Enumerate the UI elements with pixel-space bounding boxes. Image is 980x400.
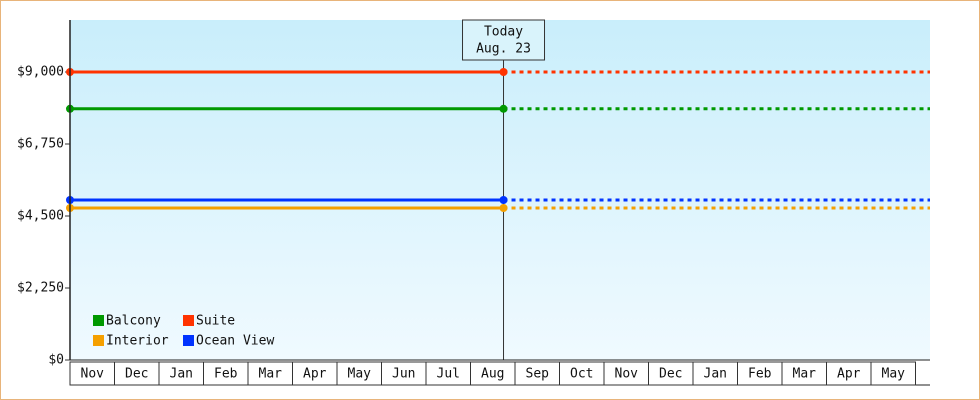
point — [499, 196, 508, 204]
x-tick-label: Jan — [170, 367, 193, 382]
x-tick-label: Apr — [303, 367, 327, 382]
x-tick-label: Dec — [659, 367, 682, 382]
x-tick-label: Jan — [704, 367, 727, 382]
x-tick-label: May — [348, 367, 372, 382]
x-tick-label: Jun — [392, 367, 415, 382]
point — [499, 204, 508, 212]
x-tick-label: Apr — [837, 367, 861, 382]
y-tick-label: $2,250 — [17, 281, 64, 296]
x-tick-label: Nov — [615, 367, 639, 382]
y-tick-label: $4,500 — [17, 209, 64, 224]
x-tick-label: Mar — [259, 367, 283, 382]
x-tick-label: May — [882, 367, 906, 382]
legend-swatch — [93, 335, 104, 346]
legend-swatch — [183, 335, 194, 346]
legend-swatch — [183, 315, 194, 326]
legend-label: Ocean View — [196, 334, 274, 349]
y-tick-label: $0 — [48, 353, 64, 368]
legend-label: Interior — [106, 334, 169, 349]
legend-label: Suite — [196, 314, 235, 329]
x-tick-label: Mar — [793, 367, 817, 382]
annotation: Today — [484, 25, 523, 40]
month-box — [870, 361, 916, 386]
legend-label: Balcony — [106, 314, 161, 329]
plot-area — [70, 20, 930, 360]
x-tick-label: Dec — [125, 367, 148, 382]
x-tick-label: Sep — [526, 367, 550, 382]
x-tick-label: Feb — [748, 367, 772, 382]
x-tick-label: Nov — [81, 367, 105, 382]
x-tick-label: Feb — [214, 367, 238, 382]
point — [499, 104, 508, 113]
point — [499, 68, 508, 76]
legend-swatch — [93, 315, 104, 326]
today-box — [462, 19, 546, 61]
y-tick-label: $9,000 — [17, 65, 64, 80]
x-tick-label: Oct — [570, 367, 593, 382]
y-tick-label: $6,750 — [17, 137, 64, 152]
x-tick-label: Aug — [481, 367, 504, 382]
x-tick-label: Jul — [437, 367, 460, 382]
annotation: Aug. 23 — [476, 42, 531, 57]
